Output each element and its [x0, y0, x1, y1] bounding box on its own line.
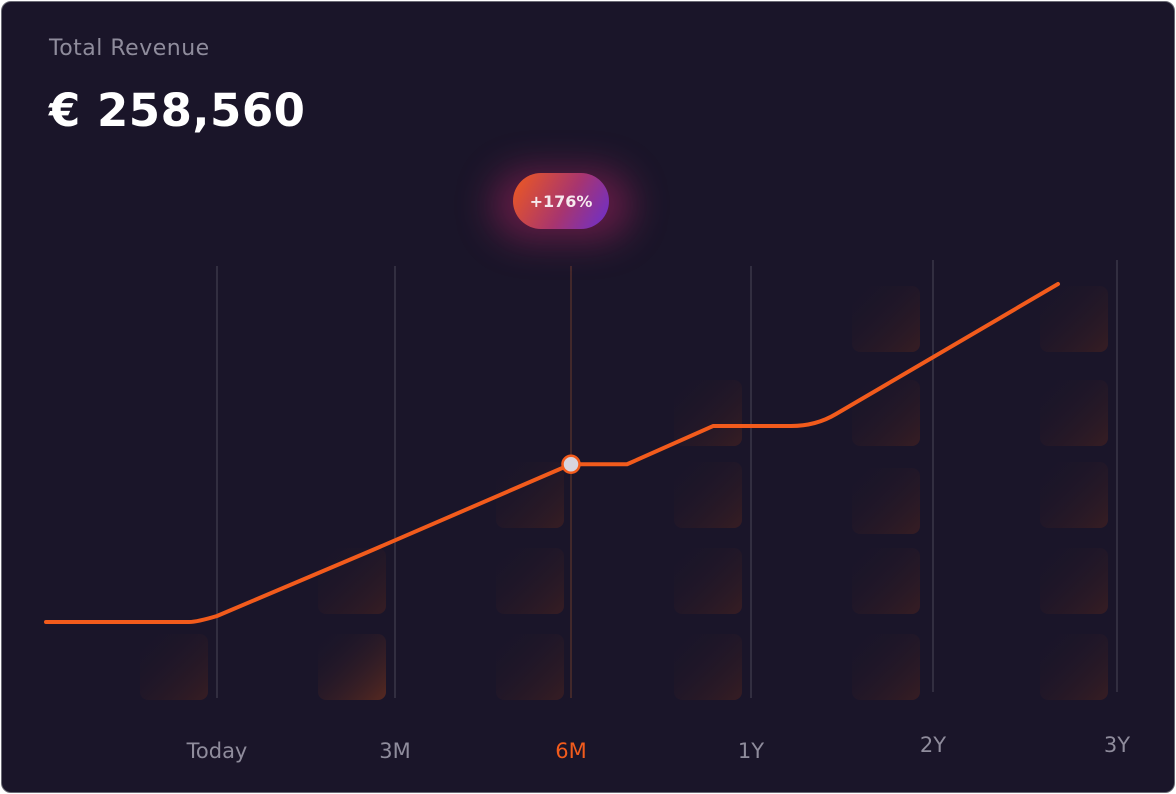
x-tick-label-6m[interactable]: 6M — [555, 739, 586, 763]
x-tick-label-3y[interactable]: 3Y — [1104, 733, 1130, 757]
background-tile — [496, 634, 564, 700]
growth-badge: +176% — [513, 173, 609, 229]
background-tile — [674, 462, 742, 528]
background-tile — [674, 634, 742, 700]
highlight-point — [561, 454, 581, 475]
background-tile — [852, 634, 920, 700]
background-tiles — [140, 286, 1108, 700]
background-tile — [1040, 634, 1108, 700]
x-tick-label-2y[interactable]: 2Y — [920, 733, 946, 757]
background-tile — [674, 380, 742, 446]
background-tile — [496, 548, 564, 614]
chart-gridlines — [216, 260, 1118, 698]
background-tile — [1040, 462, 1108, 528]
background-tile — [852, 548, 920, 614]
card-title: Total Revenue — [49, 36, 210, 61]
background-tile — [852, 286, 920, 352]
background-tile — [852, 468, 920, 534]
background-tile — [1040, 286, 1108, 352]
x-tick-label-today[interactable]: Today — [186, 739, 248, 763]
background-tile — [1040, 548, 1108, 614]
background-tile — [852, 380, 920, 446]
background-tile — [1040, 380, 1108, 446]
x-tick-label-3m[interactable]: 3M — [379, 739, 410, 763]
background-tile — [674, 548, 742, 614]
chart-line-layer — [44, 282, 1060, 624]
background-tile — [496, 462, 564, 528]
background-tile — [318, 634, 386, 700]
revenue-series-line — [44, 282, 1060, 624]
revenue-amount: € 258,560 — [49, 84, 306, 137]
background-tile — [140, 634, 208, 700]
x-axis-labels: Today 3M 6M 1Y 2Y 3Y — [186, 733, 1131, 763]
x-tick-label-1y[interactable]: 1Y — [738, 739, 764, 763]
